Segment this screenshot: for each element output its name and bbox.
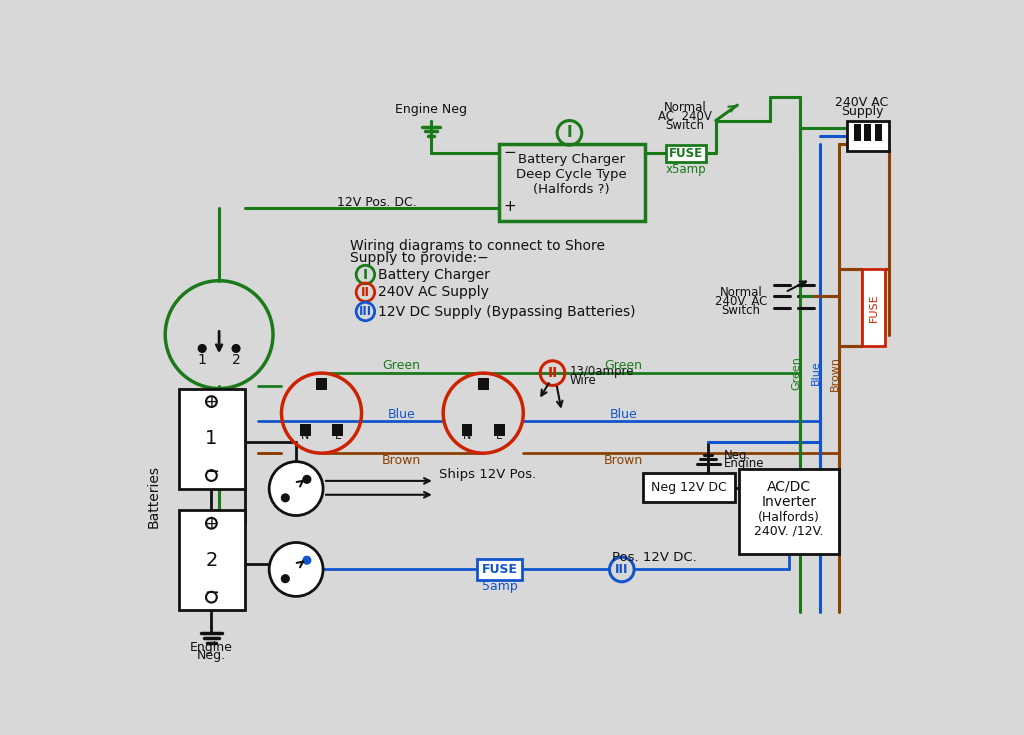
Text: AC  240V: AC 240V: [658, 110, 712, 123]
Circle shape: [269, 542, 323, 596]
Bar: [477, 559, 521, 580]
Bar: [478, 378, 488, 390]
Text: Blue: Blue: [388, 408, 416, 421]
Bar: [862, 269, 885, 346]
Text: Wire: Wire: [569, 374, 596, 387]
Text: Batteries: Batteries: [146, 465, 161, 528]
Text: Switch: Switch: [666, 119, 705, 132]
Text: 12V DC Supply (Bypassing Batteries): 12V DC Supply (Bypassing Batteries): [379, 304, 636, 318]
Circle shape: [282, 575, 289, 583]
Bar: [333, 424, 343, 437]
Text: L: L: [335, 431, 341, 441]
Text: L: L: [497, 431, 503, 441]
Text: E: E: [479, 381, 486, 390]
Text: II: II: [548, 366, 558, 380]
Text: FUSE: FUSE: [868, 293, 879, 322]
Text: Neg.: Neg.: [724, 449, 751, 462]
Text: 13/0ampre: 13/0ampre: [569, 365, 634, 378]
Text: +: +: [503, 199, 516, 215]
Bar: [179, 510, 245, 610]
Text: Brown: Brown: [604, 454, 643, 467]
Text: +: +: [205, 515, 218, 533]
Text: 1: 1: [205, 429, 217, 448]
Bar: [847, 121, 889, 151]
Text: Engine: Engine: [724, 457, 764, 470]
Bar: [666, 146, 706, 162]
Circle shape: [232, 345, 240, 352]
Text: Neg 12V DC: Neg 12V DC: [651, 481, 727, 495]
Text: Battery Charger: Battery Charger: [518, 153, 626, 165]
Text: III: III: [615, 563, 629, 576]
Circle shape: [303, 476, 310, 483]
Text: AC/DC: AC/DC: [767, 479, 811, 493]
Text: x5amp: x5amp: [666, 163, 706, 176]
Bar: [864, 123, 871, 140]
Circle shape: [269, 462, 323, 515]
Text: 2: 2: [231, 353, 241, 367]
Text: FUSE: FUSE: [481, 563, 517, 576]
Text: I: I: [566, 126, 572, 140]
Text: 240V AC Supply: 240V AC Supply: [379, 285, 489, 299]
Text: (Halfords): (Halfords): [758, 511, 820, 523]
Bar: [300, 424, 310, 437]
Text: Brown: Brown: [830, 356, 840, 390]
Text: Normal: Normal: [664, 101, 707, 114]
Text: Engine Neg: Engine Neg: [395, 103, 467, 116]
Text: +: +: [205, 393, 218, 412]
Text: Brown: Brown: [382, 454, 421, 467]
Circle shape: [282, 494, 289, 502]
Text: Inverter: Inverter: [762, 495, 816, 509]
Text: −: −: [503, 146, 516, 160]
Text: 240V. /12V.: 240V. /12V.: [754, 525, 823, 537]
Text: 1: 1: [198, 353, 207, 367]
Text: II: II: [360, 286, 370, 298]
Bar: [643, 473, 735, 503]
Bar: [179, 389, 245, 489]
Text: Blue: Blue: [811, 361, 821, 385]
Text: −: −: [204, 584, 219, 602]
Text: Switch: Switch: [722, 304, 761, 318]
Bar: [854, 123, 861, 140]
Text: Engine: Engine: [190, 641, 232, 653]
Circle shape: [303, 556, 310, 564]
Text: Pos. 12V DC.: Pos. 12V DC.: [611, 551, 696, 564]
Text: −: −: [204, 462, 219, 481]
Text: Deep Cycle Type: Deep Cycle Type: [516, 168, 627, 181]
Bar: [462, 424, 472, 437]
Text: Neg.: Neg.: [197, 649, 226, 662]
Text: 2: 2: [205, 551, 217, 570]
Text: Wiring diagrams to connect to Shore: Wiring diagrams to connect to Shore: [350, 239, 605, 253]
Text: Green: Green: [792, 356, 802, 390]
Text: Blue: Blue: [609, 408, 637, 421]
Text: Normal: Normal: [720, 286, 763, 298]
Text: FUSE: FUSE: [669, 147, 702, 160]
Text: Supply to provide:−: Supply to provide:−: [350, 251, 488, 265]
Text: Green: Green: [383, 359, 421, 372]
Text: Ships 12V Pos.: Ships 12V Pos.: [438, 468, 536, 481]
Text: 240V. AC: 240V. AC: [715, 295, 767, 308]
Bar: [494, 424, 505, 437]
Text: Supply: Supply: [841, 105, 884, 118]
Text: Battery Charger: Battery Charger: [379, 268, 490, 282]
Bar: [876, 123, 882, 140]
Text: 5amp: 5amp: [481, 580, 517, 593]
Text: I: I: [362, 268, 368, 282]
Text: 12V Pos. DC.: 12V Pos. DC.: [337, 196, 417, 209]
Text: (Halfords ?): (Halfords ?): [534, 183, 610, 196]
Text: N: N: [301, 431, 309, 441]
Bar: [739, 470, 839, 554]
Text: III: III: [358, 305, 372, 318]
Text: N: N: [463, 431, 471, 441]
Text: Green: Green: [604, 359, 642, 372]
Circle shape: [199, 345, 206, 352]
Bar: [316, 378, 327, 390]
Text: E: E: [318, 381, 325, 390]
Bar: [499, 143, 645, 220]
Text: 240V AC: 240V AC: [836, 96, 889, 109]
